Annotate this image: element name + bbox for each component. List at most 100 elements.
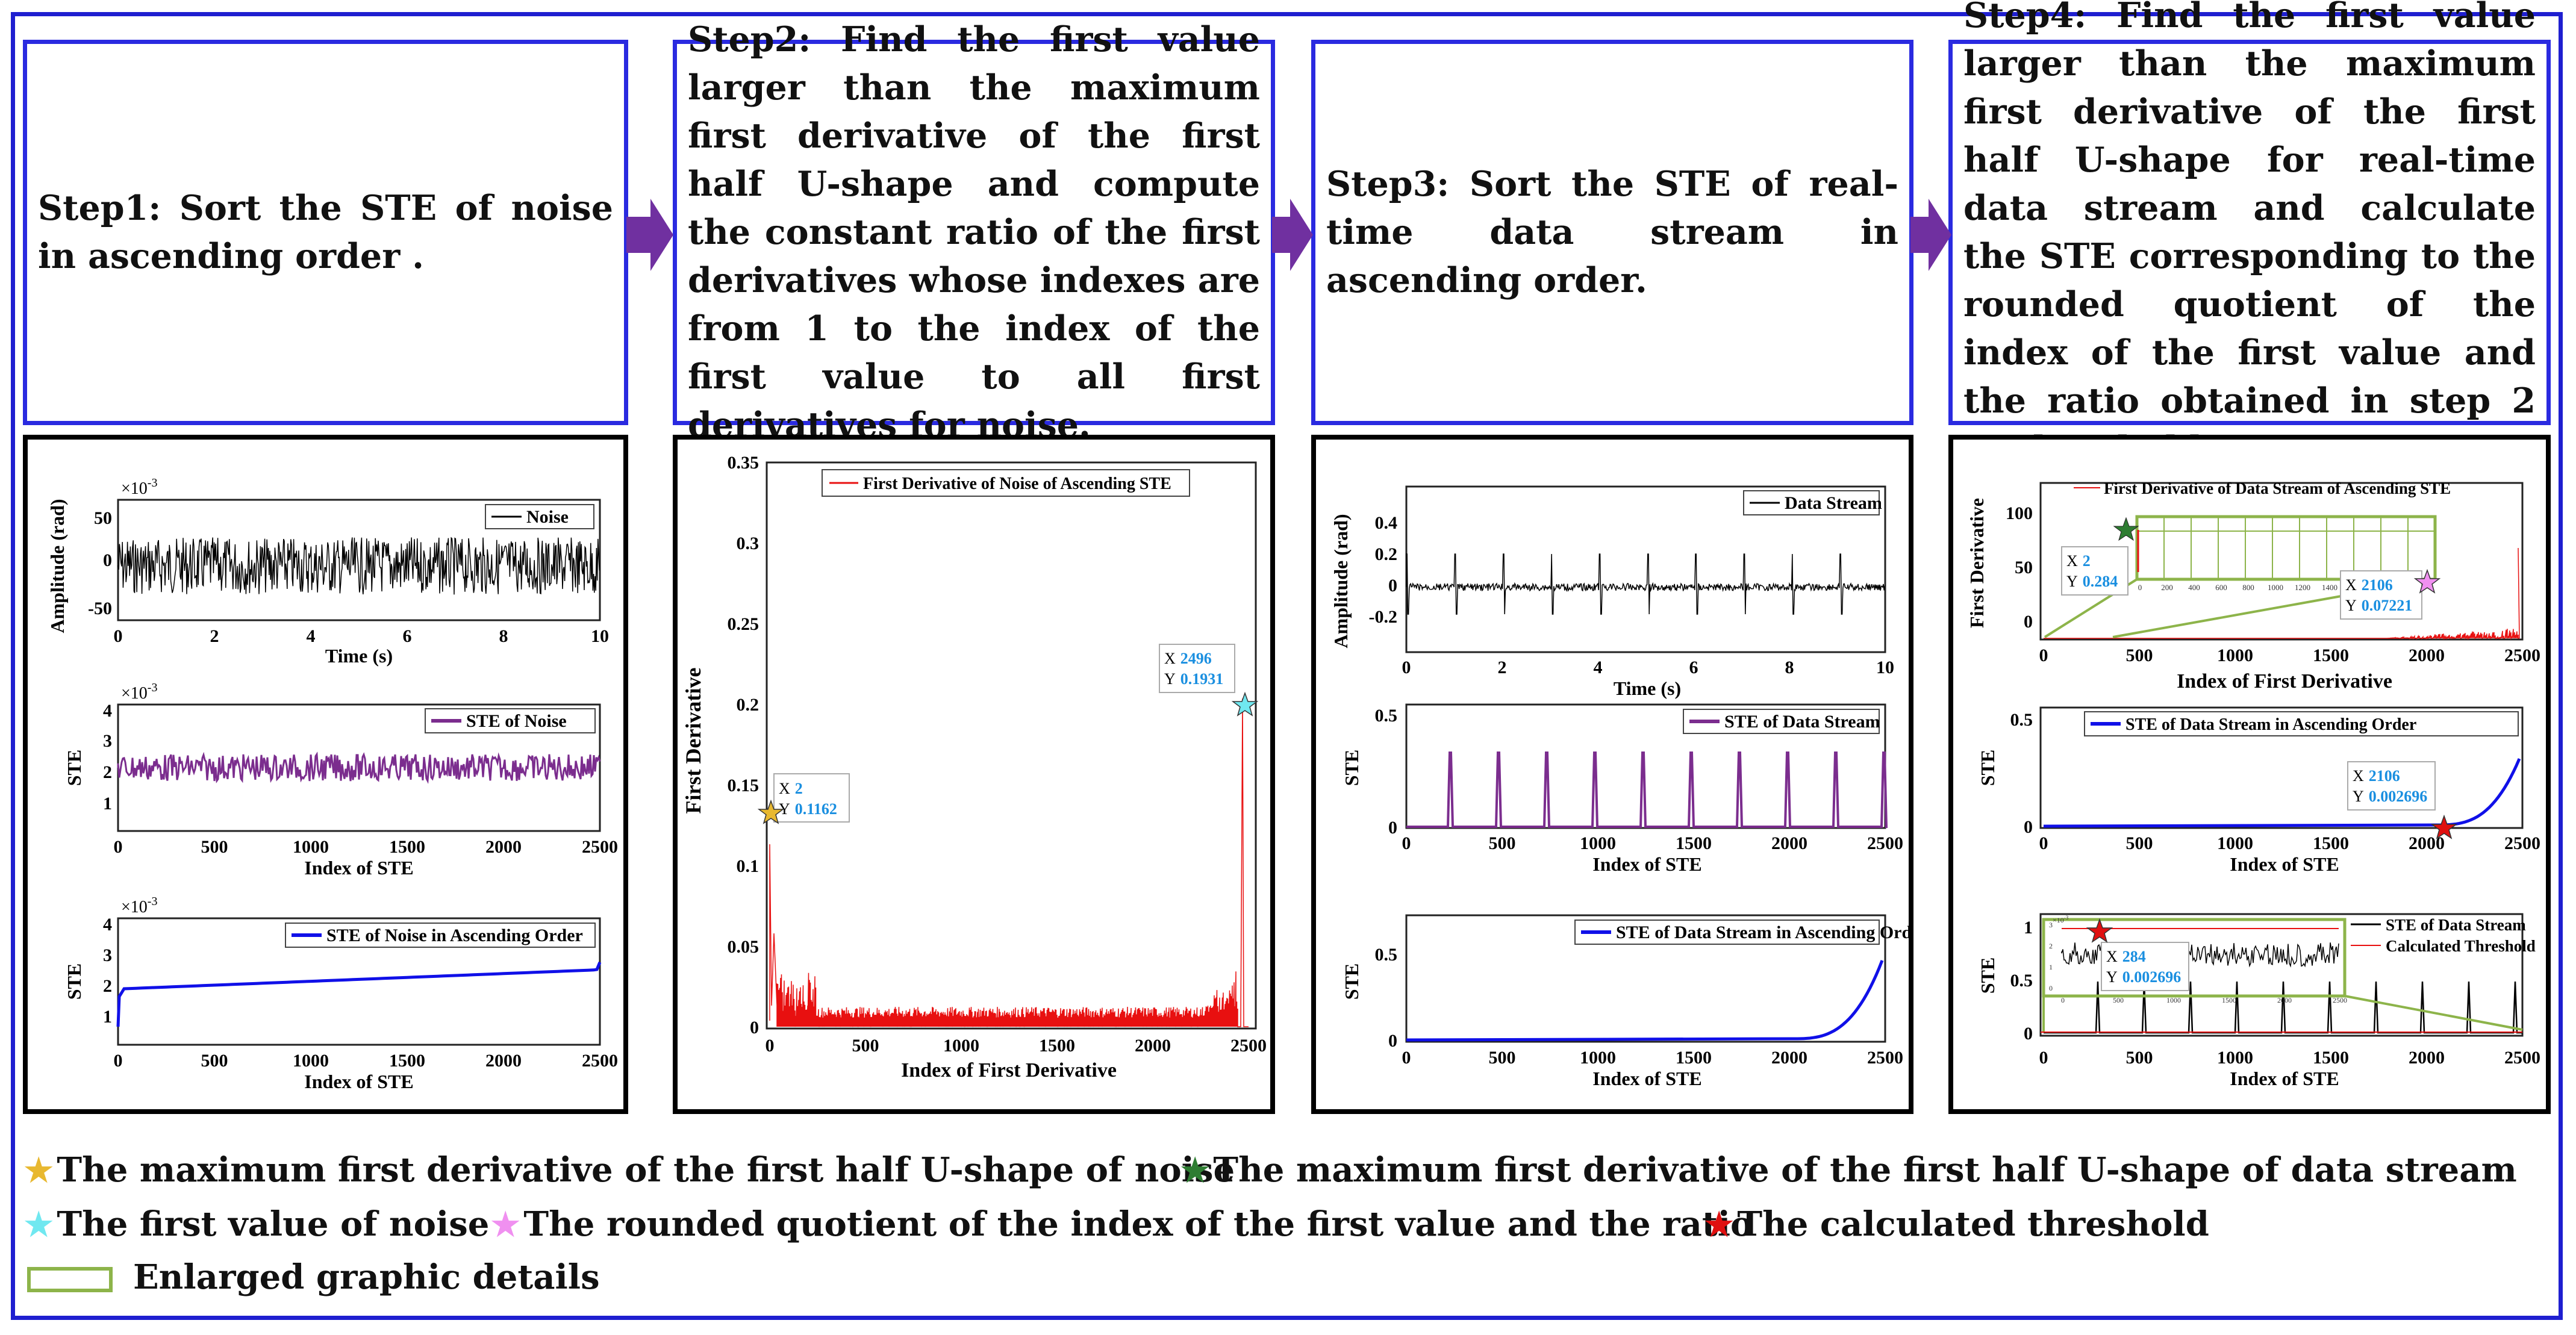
datatip-first-value-noise: X 2496 Y 0.1931	[1159, 644, 1259, 717]
ytick: 0	[1388, 818, 1397, 838]
ytick: 0.1	[737, 856, 759, 876]
arrow-icon	[1272, 199, 1313, 271]
xtick: 1000	[1580, 1048, 1616, 1068]
legend-text: The maximum first derivative of the firs…	[1213, 1150, 2517, 1190]
ste-noise-series	[117, 752, 601, 784]
xtick: 1200	[2295, 583, 2310, 592]
outer-frame	[11, 12, 2563, 1320]
xtick: 2500	[2504, 646, 2540, 665]
pink-star-icon: ★	[491, 1205, 520, 1243]
ste-ds-asc-series	[1406, 960, 1884, 1042]
legend-text: The calculated threshold	[1737, 1204, 2209, 1244]
xtick: 500	[201, 1051, 228, 1071]
legend-item-green-star: ★ The maximum first derivative of the fir…	[1180, 1150, 2517, 1190]
ds-xticks: 0 2 4 6 8 10	[1402, 658, 1895, 677]
yellow-star-icon: ★	[24, 1151, 54, 1189]
ste-ds-asc2-yticks: 0.5 0	[2010, 710, 2033, 837]
xtick: 2	[1498, 658, 1507, 677]
xtick: 2000	[485, 837, 522, 857]
ste-ds-asc2-xticks: 0 500 1000 1500 2000 2500	[2039, 833, 2541, 853]
ytick: 0.5	[1375, 706, 1398, 726]
panel-step4: First Derivative of Data Stream of Ascen…	[1948, 435, 2551, 1114]
legend-ste-ds: STE of Data Stream	[2386, 916, 2526, 934]
xtick: 1500	[389, 837, 425, 857]
legend-item-red-star: ★ The calculated threshold	[1704, 1204, 2209, 1244]
fd-noise-xlabel: Index of First Derivative	[901, 1059, 1117, 1081]
xtick: 1500	[389, 1051, 425, 1071]
xtick: 500	[852, 1036, 879, 1056]
inset-exp: ×10-3	[2053, 915, 2069, 924]
noise-xlabel: Time (s)	[325, 645, 393, 667]
ds-xlabel: Time (s)	[1614, 677, 1681, 699]
xtick: 1000	[2217, 833, 2253, 853]
ytick: 0	[2024, 817, 2033, 837]
svg-text:X2: X2	[779, 780, 803, 797]
xtick: 500	[2126, 646, 2153, 665]
xtick: 2500	[2333, 996, 2347, 1004]
ytick: 0.35	[728, 453, 759, 473]
ytick: -0.2	[1369, 607, 1398, 627]
svg-text:Y0.002696: Y 0.002696	[2353, 788, 2427, 805]
xtick: 0	[2039, 833, 2048, 853]
xtick: 1000	[1580, 833, 1616, 853]
xtick: 2500	[1867, 1048, 1903, 1068]
step3-text: Step3: Sort the STE of real-time data st…	[1326, 164, 1898, 300]
xtick: 2000	[2277, 996, 2292, 1004]
ste-noise-plot: ×10-3 STE of Noise 4 3 2 1 0 500 1000 15…	[63, 681, 618, 879]
ytick: 0	[2049, 984, 2053, 992]
ytick: 1	[103, 794, 112, 814]
noise-exp: ×10-3	[121, 476, 157, 498]
xtick: 2500	[582, 1051, 618, 1071]
datatip-threshold-2: X 284 Y 0.002696	[2086, 918, 2189, 991]
ste-noise-asc-plot: ×10-3 STE of Noise in Ascending Order 4 …	[63, 895, 618, 1092]
ytick: 2	[103, 976, 112, 996]
xtick: 1000	[2268, 583, 2283, 592]
ytick: 0	[103, 550, 112, 570]
xtick: 2500	[582, 837, 618, 857]
xtick: 1000	[2166, 996, 2181, 1004]
xtick: 500	[2126, 833, 2153, 853]
legend-item-yellow-star: ★ The maximum first derivative of the fir…	[24, 1150, 1235, 1190]
panel-step2: First Derivative of Noise of Ascending S…	[673, 435, 1275, 1114]
xtick: 200	[2161, 583, 2173, 592]
xtick: 500	[1489, 833, 1516, 853]
panel-step1: ×10-3 Noise 50 0 -50 0 2 4 6 8 10 Time (…	[23, 435, 628, 1114]
ste-ds-asc-plot: STE of Data Stream in Ascending Order 0.…	[1341, 914, 1913, 1089]
ytick: 100	[2006, 503, 2033, 523]
legend-item-green-box: Enlarged graphic details	[27, 1257, 600, 1297]
ste-ds-threshold-plot: STE of Data Stream Calculated Threshold …	[1977, 913, 2540, 1089]
ste-ds-plot: STE of Data Stream 0.5 0 0 500 1000 1500…	[1341, 703, 1903, 875]
fd-ds-xlabel: Index of First Derivative	[2177, 670, 2392, 692]
xtick: 2000	[1135, 1036, 1171, 1056]
xtick: 1500	[2313, 833, 2349, 853]
fd-noise-yticks: 0.35 0.3 0.25 0.2 0.15 0.1 0.05 0	[728, 453, 759, 1038]
ste-ds-yticks: 0.5 0	[1375, 706, 1398, 838]
xtick: 0	[1402, 658, 1411, 677]
ste-ds-legend: STE of Data Stream	[1724, 712, 1880, 732]
ytick: 0.2	[1375, 544, 1398, 564]
ytick: 0.5	[2010, 971, 2033, 991]
xtick: 1500	[2313, 1048, 2349, 1068]
xtick: 1000	[293, 837, 329, 857]
green-star-icon: ★	[1180, 1151, 1210, 1189]
legend-text: The rounded quotient of the index of the…	[523, 1204, 1753, 1244]
red-star-icon	[2430, 814, 2458, 839]
fd-noise-legend: First Derivative of Noise of Ascending S…	[863, 475, 1171, 493]
xtick: 2000	[2409, 646, 2445, 665]
xtick: 0	[1402, 833, 1411, 853]
ytick: 1	[103, 1007, 112, 1027]
xtick: 0	[114, 1051, 123, 1071]
ste-noise-legend: STE of Noise	[466, 711, 567, 731]
ytick: 0	[1388, 1031, 1397, 1051]
asc-xticks: 0 500 1000 1500 2000 2500	[114, 1051, 619, 1071]
ste-ds-asc-legend: STE of Data Stream in Ascending Order	[1616, 923, 1913, 942]
ste-noise-ylabel: STE	[63, 750, 85, 786]
xtick: 800	[2242, 583, 2254, 592]
xtick: 500	[2113, 996, 2124, 1004]
ytick: 0.05	[728, 937, 759, 957]
threshold-legend-box: STE of Data Stream Calculated Threshold	[2351, 916, 2536, 955]
legend-item-cyan-star: ★ The first value of noise	[24, 1204, 489, 1244]
